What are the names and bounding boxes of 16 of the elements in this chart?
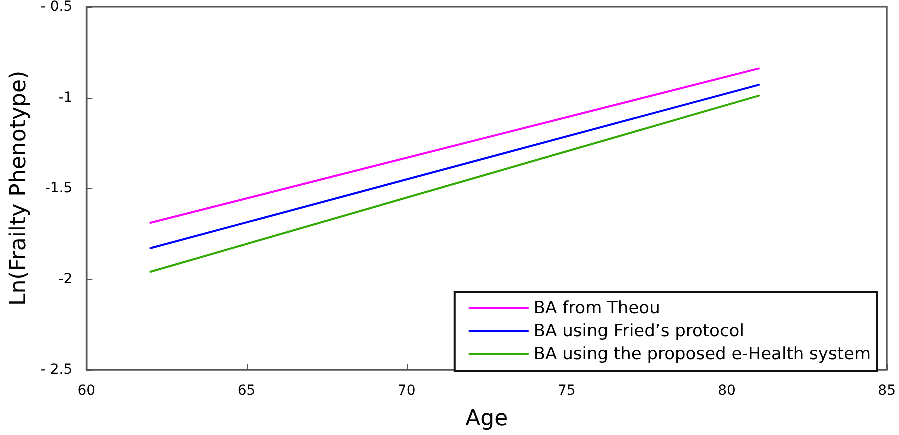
y-axis-title: Ln(Frailty Phenotype) — [6, 70, 32, 306]
x-tick-label: 75 — [558, 383, 576, 399]
x-axis-title: Age — [466, 406, 508, 432]
y-tick-label: -2 — [58, 271, 73, 288]
legend-label: BA from Theou — [534, 298, 660, 318]
x-tick-label: 60 — [78, 383, 96, 399]
x-tick-label: 85 — [878, 383, 896, 399]
legend-label: BA using Fried’s protocol — [534, 322, 744, 342]
y-tick-label: - 2.5 — [40, 362, 73, 378]
y-tick-label: -1.5 — [45, 180, 73, 196]
legend-label: BA using the proposed e-Health system — [534, 344, 872, 364]
x-tick-label: 65 — [238, 383, 256, 399]
y-tick-label: - 0.5 — [40, 0, 73, 15]
y-tick-label: -1 — [58, 90, 73, 106]
x-tick-label: 80 — [718, 383, 736, 399]
x-tick-label: 70 — [398, 383, 416, 399]
